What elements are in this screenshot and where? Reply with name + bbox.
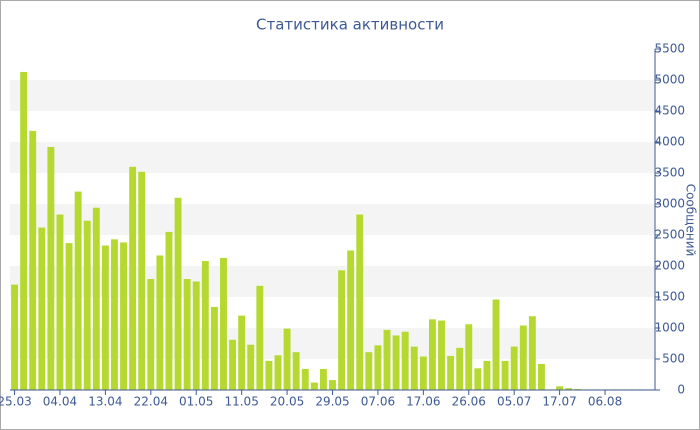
bar (501, 360, 509, 390)
x-tick-label: 17.06 (406, 395, 440, 409)
bar (356, 214, 364, 390)
bar (374, 345, 382, 390)
bar (383, 329, 391, 390)
bar (492, 299, 500, 390)
bar (401, 331, 409, 390)
bar (537, 363, 545, 390)
bar (510, 346, 518, 390)
x-tick-label: 13.04 (88, 395, 122, 409)
bar (56, 214, 64, 390)
bar (319, 368, 327, 390)
bar (101, 245, 109, 390)
bar (265, 360, 273, 390)
bar (138, 171, 146, 390)
bar (528, 316, 536, 390)
bar (283, 328, 291, 390)
bar (11, 284, 18, 390)
bar (111, 239, 118, 390)
bar (256, 285, 264, 390)
bar (465, 324, 473, 390)
bar (29, 130, 37, 390)
bar (20, 71, 28, 390)
bar (556, 386, 564, 390)
chart-title: Статистика активности (256, 16, 444, 34)
grid-band (10, 80, 655, 111)
x-tick-label: 29.05 (315, 395, 349, 409)
bar (238, 315, 246, 390)
bar (447, 355, 455, 390)
x-tick-label: 17.07 (542, 395, 576, 409)
bar (192, 281, 200, 390)
bar (183, 279, 191, 390)
x-tick-label: 07.06 (361, 395, 395, 409)
y-tick-label: 1000 (654, 321, 685, 335)
bar (174, 197, 182, 390)
bar (120, 242, 128, 390)
bar (38, 227, 46, 390)
bar (129, 166, 137, 390)
bar (274, 355, 282, 390)
x-tick-label: 26.06 (452, 395, 486, 409)
bar (456, 347, 464, 390)
x-tick-label: 04.04 (43, 395, 77, 409)
y-tick-label: 500 (662, 352, 685, 366)
bar (310, 382, 318, 390)
bar (210, 306, 218, 390)
y-tick-label: 3000 (654, 197, 685, 211)
bar (229, 339, 237, 390)
bar (347, 250, 355, 390)
y-tick-label: 2500 (654, 228, 685, 242)
bar (365, 352, 373, 390)
bar (483, 360, 491, 390)
x-tick-label: 22.04 (134, 395, 168, 409)
bar (565, 388, 573, 390)
bar (74, 191, 82, 390)
bar (92, 207, 100, 390)
x-tick-label: 20.05 (270, 395, 304, 409)
y-tick-label: 3500 (654, 166, 685, 180)
y-tick-label: 2000 (654, 259, 685, 273)
y-tick-label: 0 (677, 383, 685, 397)
bar (201, 261, 209, 390)
bar (329, 380, 336, 390)
x-tick-label: 01.05 (179, 395, 213, 409)
bar (83, 220, 91, 390)
x-tick-label: 25.03 (0, 395, 32, 409)
grid-band (10, 142, 655, 173)
bar (220, 257, 227, 390)
bar (410, 346, 418, 390)
bar (392, 335, 400, 390)
bar (247, 344, 255, 390)
x-tick-label: 06.08 (588, 395, 622, 409)
x-tick-label: 05.07 (497, 395, 531, 409)
bar (47, 146, 55, 390)
grid-band (10, 204, 655, 235)
y-tick-label: 4000 (654, 135, 685, 149)
bar (438, 320, 445, 390)
y-axis-label: Сообщений (684, 184, 698, 257)
bar (292, 352, 300, 390)
y-tick-label: 4500 (654, 104, 685, 118)
y-tick-label: 5500 (654, 42, 685, 56)
bar (65, 243, 73, 390)
x-tick-label: 11.05 (224, 395, 258, 409)
bar (165, 231, 173, 390)
y-tick-label: 1500 (654, 290, 685, 304)
bar (301, 368, 309, 390)
y-tick-label: 5000 (654, 73, 685, 87)
bar (147, 279, 155, 390)
bar (338, 270, 346, 390)
bar (428, 319, 436, 390)
bar (419, 356, 427, 390)
bar (519, 325, 527, 390)
bar (156, 255, 164, 390)
bar (474, 368, 482, 390)
